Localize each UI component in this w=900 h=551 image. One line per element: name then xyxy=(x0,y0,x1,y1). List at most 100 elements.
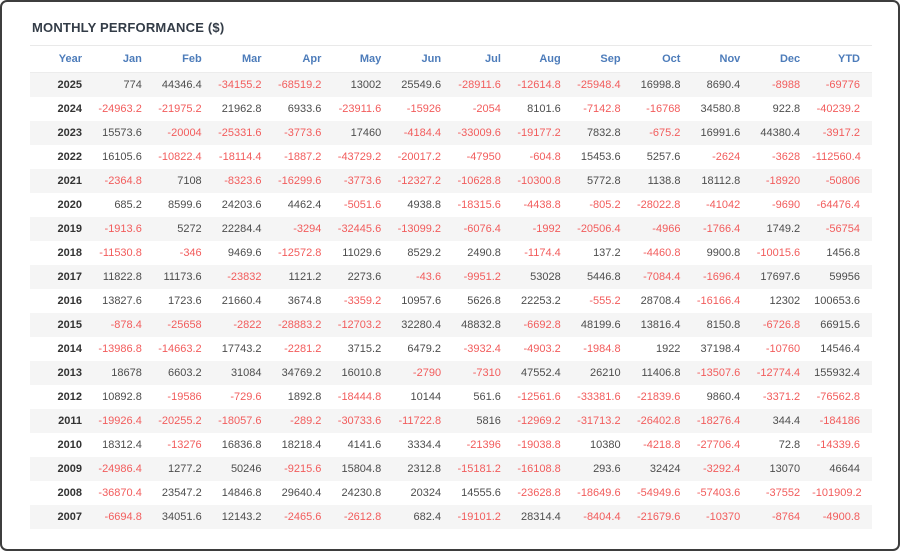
value-cell: 48199.6 xyxy=(580,319,621,331)
value-cell: 17743.2 xyxy=(221,343,262,355)
value-cell: 4462.4 xyxy=(287,199,322,211)
column-header-dec[interactable]: Dec xyxy=(752,46,813,73)
column-header-ytd[interactable]: YTD xyxy=(812,46,872,73)
value-cell: -20004 xyxy=(167,127,202,139)
value-cell: -7142.8 xyxy=(583,103,621,115)
value-cell: -4218.8 xyxy=(643,439,681,451)
value-cell: -9951.2 xyxy=(463,271,501,283)
value-cell: -18057.6 xyxy=(218,415,262,427)
value-cell: -10628.8 xyxy=(457,175,501,187)
value-cell: -4966 xyxy=(652,223,681,235)
value-cell: 18112.8 xyxy=(701,175,741,187)
value-cell: 44346.4 xyxy=(161,79,202,91)
value-cell: -6692.8 xyxy=(523,319,561,331)
column-header-mar[interactable]: Mar xyxy=(213,46,274,73)
value-cell: -23628.8 xyxy=(517,487,561,499)
column-header-apr[interactable]: Apr xyxy=(273,46,334,73)
value-cell: -10370 xyxy=(706,511,741,523)
value-cell: 29640.4 xyxy=(281,487,322,499)
value-cell: -23832 xyxy=(227,271,262,283)
year-cell: 2019 xyxy=(57,223,82,235)
value-cell: 22284.4 xyxy=(221,223,262,235)
value-cell: -11722.8 xyxy=(398,415,442,427)
column-header-jul[interactable]: Jul xyxy=(453,46,513,73)
column-header-feb[interactable]: Feb xyxy=(153,46,214,73)
value-cell: 9860.4 xyxy=(706,391,741,403)
value-cell: -4900.8 xyxy=(822,511,860,523)
value-cell: -23911.6 xyxy=(338,103,382,115)
value-cell: 16105.6 xyxy=(102,151,142,163)
table-row-2024: 2024 -24963.2 -21975.2 21962.8 6933.6 -23911.… xyxy=(30,97,872,121)
value-cell: 18312.4 xyxy=(102,439,142,451)
value-cell: -14663.2 xyxy=(158,343,202,355)
value-cell: 11406.8 xyxy=(641,367,681,379)
column-header-jan[interactable]: Jan xyxy=(94,46,154,73)
value-cell: 17697.6 xyxy=(760,271,801,283)
value-cell: -7084.4 xyxy=(643,271,681,283)
value-cell: 14846.8 xyxy=(221,487,262,499)
year-cell: 2008 xyxy=(57,487,82,499)
table-row-2008: 2008 -36870.4 23547.2 14846.8 29640.4 24230.8… xyxy=(30,481,872,505)
value-cell: 72.8 xyxy=(778,439,801,451)
value-cell: -346 xyxy=(179,247,202,259)
value-cell: 24230.8 xyxy=(341,487,382,499)
value-cell: -13986.8 xyxy=(98,343,142,355)
value-cell: -43.6 xyxy=(415,271,442,283)
value-cell: -19926.4 xyxy=(98,415,142,427)
value-cell: 26210 xyxy=(590,367,621,379)
value-cell: -15926 xyxy=(406,103,442,115)
value-cell: 50246 xyxy=(230,463,262,475)
value-cell: -184186 xyxy=(819,415,860,427)
value-cell: 4938.8 xyxy=(407,199,442,211)
value-cell: -20255.2 xyxy=(158,415,202,427)
value-cell: -12327.2 xyxy=(397,175,442,187)
value-cell: 1277.2 xyxy=(168,463,202,475)
value-cell: -604.8 xyxy=(529,151,561,163)
year-cell: 2022 xyxy=(57,151,82,163)
value-cell: -675.2 xyxy=(649,127,681,139)
value-cell: -805.2 xyxy=(589,199,621,211)
value-cell: -3773.6 xyxy=(343,175,382,187)
column-header-sep[interactable]: Sep xyxy=(572,46,633,73)
value-cell: -555.2 xyxy=(589,295,621,307)
value-cell: -19586 xyxy=(167,391,202,403)
year-cell: 2018 xyxy=(57,247,82,259)
year-cell: 2010 xyxy=(57,439,82,451)
value-cell: -19177.2 xyxy=(517,127,561,139)
table-row-2020: 2020 685.2 8599.6 24203.6 4462.4 -5051.6 4938.… xyxy=(30,193,872,217)
value-cell: 10380 xyxy=(590,439,621,451)
value-cell: -2465.6 xyxy=(284,511,322,523)
value-cell: -1984.8 xyxy=(583,343,621,355)
column-header-aug[interactable]: Aug xyxy=(512,46,573,73)
table-row-2022: 2022 16105.6 -10822.4 -18114.4 -1887.2 -43729… xyxy=(30,145,872,169)
value-cell: -16166.4 xyxy=(696,295,741,307)
value-cell: -1913.6 xyxy=(104,223,142,235)
panel-inner: MONTHLY PERFORMANCE ($) Year Jan Feb Mar Apr… xyxy=(2,2,898,529)
value-cell: 9900.8 xyxy=(706,247,741,259)
value-cell: -14339.6 xyxy=(816,439,860,451)
column-header-may[interactable]: May xyxy=(333,46,394,73)
value-cell: 5446.8 xyxy=(586,271,621,283)
value-cell: -9215.6 xyxy=(284,463,322,475)
value-cell: -21679.6 xyxy=(637,511,681,523)
value-cell: 46644 xyxy=(829,463,860,475)
value-cell: 12143.2 xyxy=(221,511,262,523)
column-header-oct[interactable]: Oct xyxy=(632,46,693,73)
value-cell: 16998.8 xyxy=(640,79,681,91)
year-cell: 2020 xyxy=(57,199,82,211)
value-cell: 1892.8 xyxy=(287,391,322,403)
column-header-nov[interactable]: Nov xyxy=(692,46,753,73)
panel-title: MONTHLY PERFORMANCE ($) xyxy=(30,12,872,46)
column-header-year[interactable]: Year xyxy=(30,46,94,73)
value-cell: 1456.8 xyxy=(826,247,860,259)
value-cell: -20017.2 xyxy=(397,151,442,163)
value-cell: 47552.4 xyxy=(520,367,561,379)
column-header-jun[interactable]: Jun xyxy=(393,46,454,73)
value-cell: -21975.2 xyxy=(158,103,202,115)
value-cell: -10760 xyxy=(765,343,801,355)
value-cell: 28708.4 xyxy=(640,295,681,307)
table-row-2010: 2010 18312.4 -13276 16836.8 18218.4 4141.6 333… xyxy=(30,433,872,457)
value-cell: -3292.4 xyxy=(702,463,741,475)
value-cell: -34155.2 xyxy=(218,79,262,91)
value-cell: -3371.2 xyxy=(762,391,801,403)
